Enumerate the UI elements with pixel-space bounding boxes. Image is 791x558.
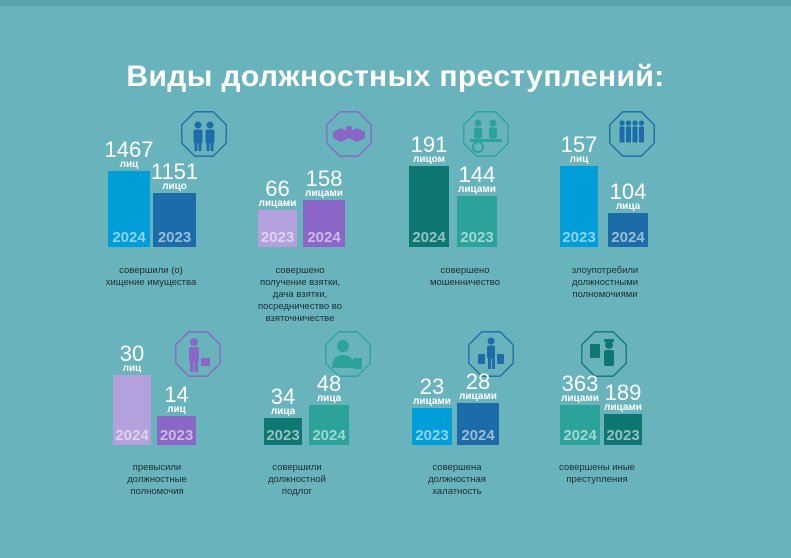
bar-fraud-2024: 2024	[409, 166, 449, 247]
bar-abuse-2023: 2023	[560, 166, 598, 247]
bar-unit-label: лица	[316, 393, 342, 404]
bar-unit-label: лицами	[305, 188, 343, 199]
bar-value-label: 104	[609, 179, 647, 204]
bar-exceed-2024: 2024	[113, 375, 151, 445]
bar-value-label: 1151	[150, 159, 199, 184]
bar-value-label: 66	[265, 176, 290, 201]
bar-year-label: 2024	[112, 229, 146, 246]
caption-abuse: злоупотребили должностными полномочиями	[571, 265, 639, 300]
bar-year-label: 2024	[611, 229, 645, 246]
bar-unit-label: лицами	[459, 391, 497, 402]
bar-theft-2024: 2024	[108, 171, 150, 247]
bar-year-label: 2023	[260, 229, 295, 246]
bar-unit-label: лиц	[569, 154, 589, 165]
bar-exceed-2023: 2023	[157, 416, 196, 445]
bar-bribe-2023: 2023	[258, 210, 297, 247]
bar-value-label: 23	[419, 374, 445, 399]
bar-value-label: 363	[561, 371, 599, 396]
bar-year-label: 2023	[266, 427, 300, 444]
bar-year-label: 2023	[460, 229, 494, 246]
bar-value-label: 48	[316, 371, 342, 396]
bar-abuse-2024: 2024	[608, 213, 648, 247]
shopper-icon	[465, 328, 517, 380]
bar-other-2023: 2023	[604, 414, 642, 445]
bar-unit-label: лицо	[162, 181, 187, 192]
caption-fraud: совершено мошенничество	[429, 265, 501, 288]
bar-fraud-2023: 2023	[457, 196, 497, 247]
bar-year-label: 2023	[157, 229, 192, 246]
bar-unit-label: лицами	[458, 184, 496, 195]
bar-year-label: 2024	[461, 427, 495, 444]
businessman-icon	[172, 328, 224, 380]
bar-forgery-2024: 2024	[309, 405, 349, 445]
money-exchange-icon	[460, 108, 512, 160]
caption-theft: совершили (о) хищение имущества	[105, 265, 197, 288]
person-document-icon	[322, 328, 374, 380]
bar-negligence-2024: 2024	[457, 403, 499, 445]
bar-value-label: 1467	[104, 137, 154, 162]
bar-value-label: 191	[410, 132, 448, 157]
handshake-icon	[323, 108, 375, 160]
bar-other-2024: 2024	[560, 405, 600, 445]
bar-unit-label: лицами	[413, 396, 451, 407]
crowd-icon	[606, 108, 658, 160]
bar-unit-label: лицом	[412, 154, 446, 165]
bar-year-label: 2024	[412, 229, 446, 246]
bar-theft-2023: 2023	[153, 193, 196, 247]
bar-unit-label: лицами	[604, 402, 642, 413]
bar-year-label: 2024	[307, 229, 341, 246]
caption-forgery: совершили должностной подлог	[268, 462, 326, 497]
bar-value-label: 30	[119, 341, 145, 366]
caption-other: совершены иные преступления	[559, 462, 635, 485]
bar-value-label: 144	[458, 162, 496, 187]
bar-year-label: 2024	[115, 427, 149, 444]
two-people-icon	[178, 108, 230, 160]
bar-year-label: 2023	[562, 229, 596, 246]
bar-year-label: 2023	[159, 427, 194, 444]
bar-year-label: 2023	[415, 427, 449, 444]
bar-unit-label: лиц	[119, 159, 139, 170]
bar-year-label: 2024	[312, 427, 346, 444]
bar-year-label: 2024	[563, 427, 597, 444]
bar-year-label: 2023	[606, 427, 640, 444]
bar-unit-label: лиц	[122, 363, 142, 374]
bar-value-label: 157	[560, 132, 598, 157]
bar-value-label: 14	[164, 382, 189, 407]
bar-value-label: 189	[604, 380, 642, 405]
bar-value-label: 34	[270, 384, 296, 409]
bar-unit-label: лиц	[167, 404, 186, 415]
bar-unit-label: лицами	[258, 198, 297, 209]
bar-unit-label: лицами	[561, 393, 599, 404]
caption-bribe: совершено получение взятки, дача взятки,…	[257, 265, 343, 324]
bar-forgery-2023: 2023	[264, 418, 302, 445]
bar-value-label: 158	[305, 166, 343, 191]
officer-icon	[578, 328, 630, 380]
bar-negligence-2023: 2023	[412, 408, 452, 445]
bar-value-label: 28	[465, 369, 491, 394]
bar-unit-label: лица	[270, 406, 296, 417]
bar-unit-label: лица	[615, 201, 641, 212]
top-band	[0, 0, 791, 6]
caption-negligence: совершена должностная халатность	[428, 462, 486, 497]
bar-bribe-2024: 2024	[303, 200, 345, 247]
chart-title: Виды должностных преступлений:	[126, 60, 665, 93]
caption-exceed: превысили должностные полномочия	[127, 462, 187, 497]
